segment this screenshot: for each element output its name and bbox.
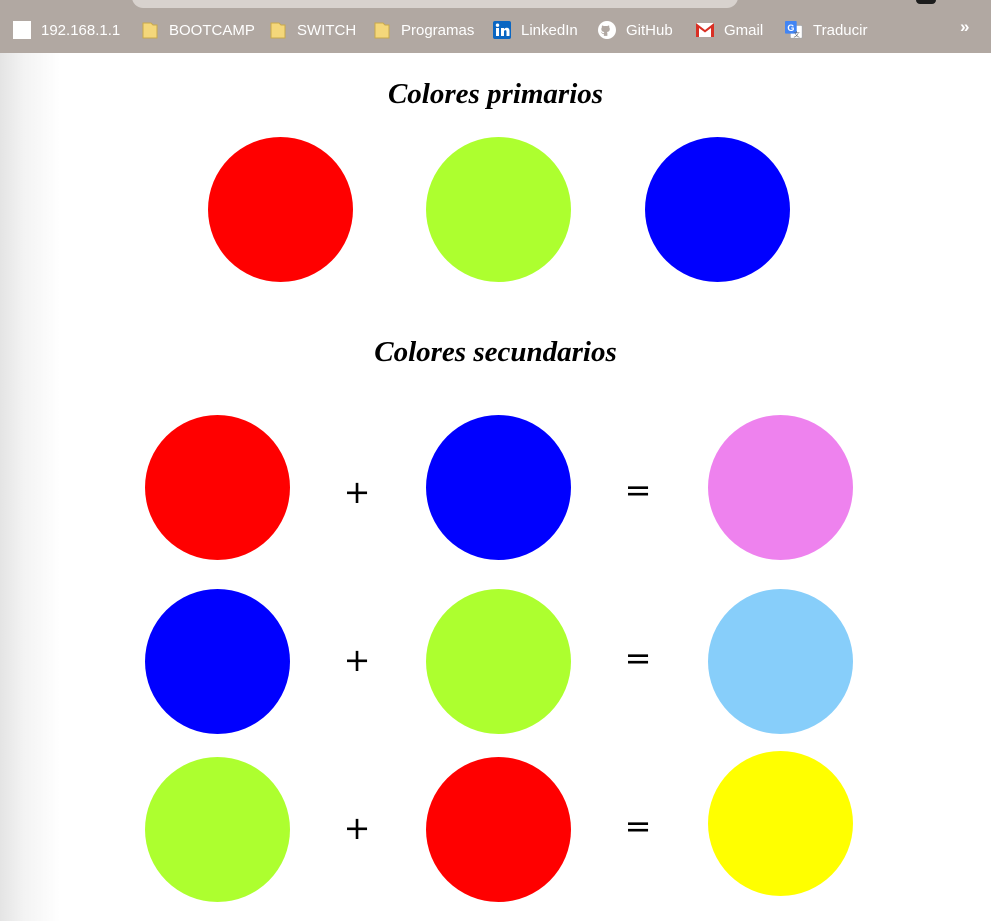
bookmark-linkedin[interactable]: LinkedIn <box>493 19 578 41</box>
primary-colors-title: Colores primarios <box>387 78 604 110</box>
mix2-blue-circle <box>145 589 290 734</box>
github-icon <box>598 21 616 39</box>
bookmark-programas[interactable]: Programas <box>373 19 474 41</box>
equals-sign: = <box>624 471 652 509</box>
address-bar-edge[interactable] <box>132 0 738 8</box>
mix1-violet-circle <box>708 415 853 560</box>
bookmark-traducir[interactable]: G 文 Traducir <box>785 19 867 41</box>
bookmark-label: GitHub <box>626 21 673 39</box>
primary-red-circle <box>208 137 353 282</box>
svg-text:G: G <box>787 23 794 33</box>
mix2-lightblue-circle <box>708 589 853 734</box>
bookmark-gmail[interactable]: Gmail <box>696 19 763 41</box>
linkedin-icon <box>493 21 511 39</box>
blank-page-icon <box>13 21 31 39</box>
bookmark-github[interactable]: GitHub <box>598 19 673 41</box>
folder-icon <box>141 21 159 39</box>
mix3-green-circle <box>145 757 290 902</box>
bookmark-switch[interactable]: SWITCH <box>269 19 356 41</box>
bookmark-label: BOOTCAMP <box>169 21 255 39</box>
primary-green-circle <box>426 137 571 282</box>
mix3-yellow-circle <box>708 751 853 896</box>
bookmark-label: Gmail <box>724 21 764 39</box>
folder-icon <box>269 21 287 39</box>
secondary-colors-title: Colores secundarios <box>374 336 617 368</box>
bookmark-label: 192.168.1.1 <box>41 21 121 39</box>
bookmark-label: Traducir <box>813 21 868 39</box>
bookmark-192-168-1-1[interactable]: 192.168.1.1 <box>13 19 120 41</box>
bookmark-label: SWITCH <box>297 21 357 39</box>
mix2-green-circle <box>426 589 571 734</box>
gmail-icon <box>696 21 714 39</box>
bookmarks-bar: 192.168.1.1 BOOTCAMP SWITCH Programas Li… <box>0 0 991 53</box>
page-edge-shadow <box>0 53 60 921</box>
svg-text:文: 文 <box>794 29 801 38</box>
mix1-blue-circle <box>426 415 571 560</box>
equals-sign: = <box>624 639 652 677</box>
plus-sign: + <box>343 809 371 847</box>
mix3-red-circle <box>426 757 571 902</box>
mix1-red-circle <box>145 415 290 560</box>
plus-sign: + <box>343 641 371 679</box>
google-translate-icon: G 文 <box>785 21 803 39</box>
bookmark-bootcamp[interactable]: BOOTCAMP <box>141 19 255 41</box>
bookmark-label: Programas <box>401 21 475 39</box>
profile-button-edge[interactable] <box>916 0 936 4</box>
equals-sign: = <box>624 807 652 845</box>
folder-icon <box>373 21 391 39</box>
plus-sign: + <box>343 473 371 511</box>
bookmark-label: LinkedIn <box>521 21 578 39</box>
more-bookmarks-button[interactable]: » <box>960 17 970 36</box>
primary-blue-circle <box>645 137 790 282</box>
